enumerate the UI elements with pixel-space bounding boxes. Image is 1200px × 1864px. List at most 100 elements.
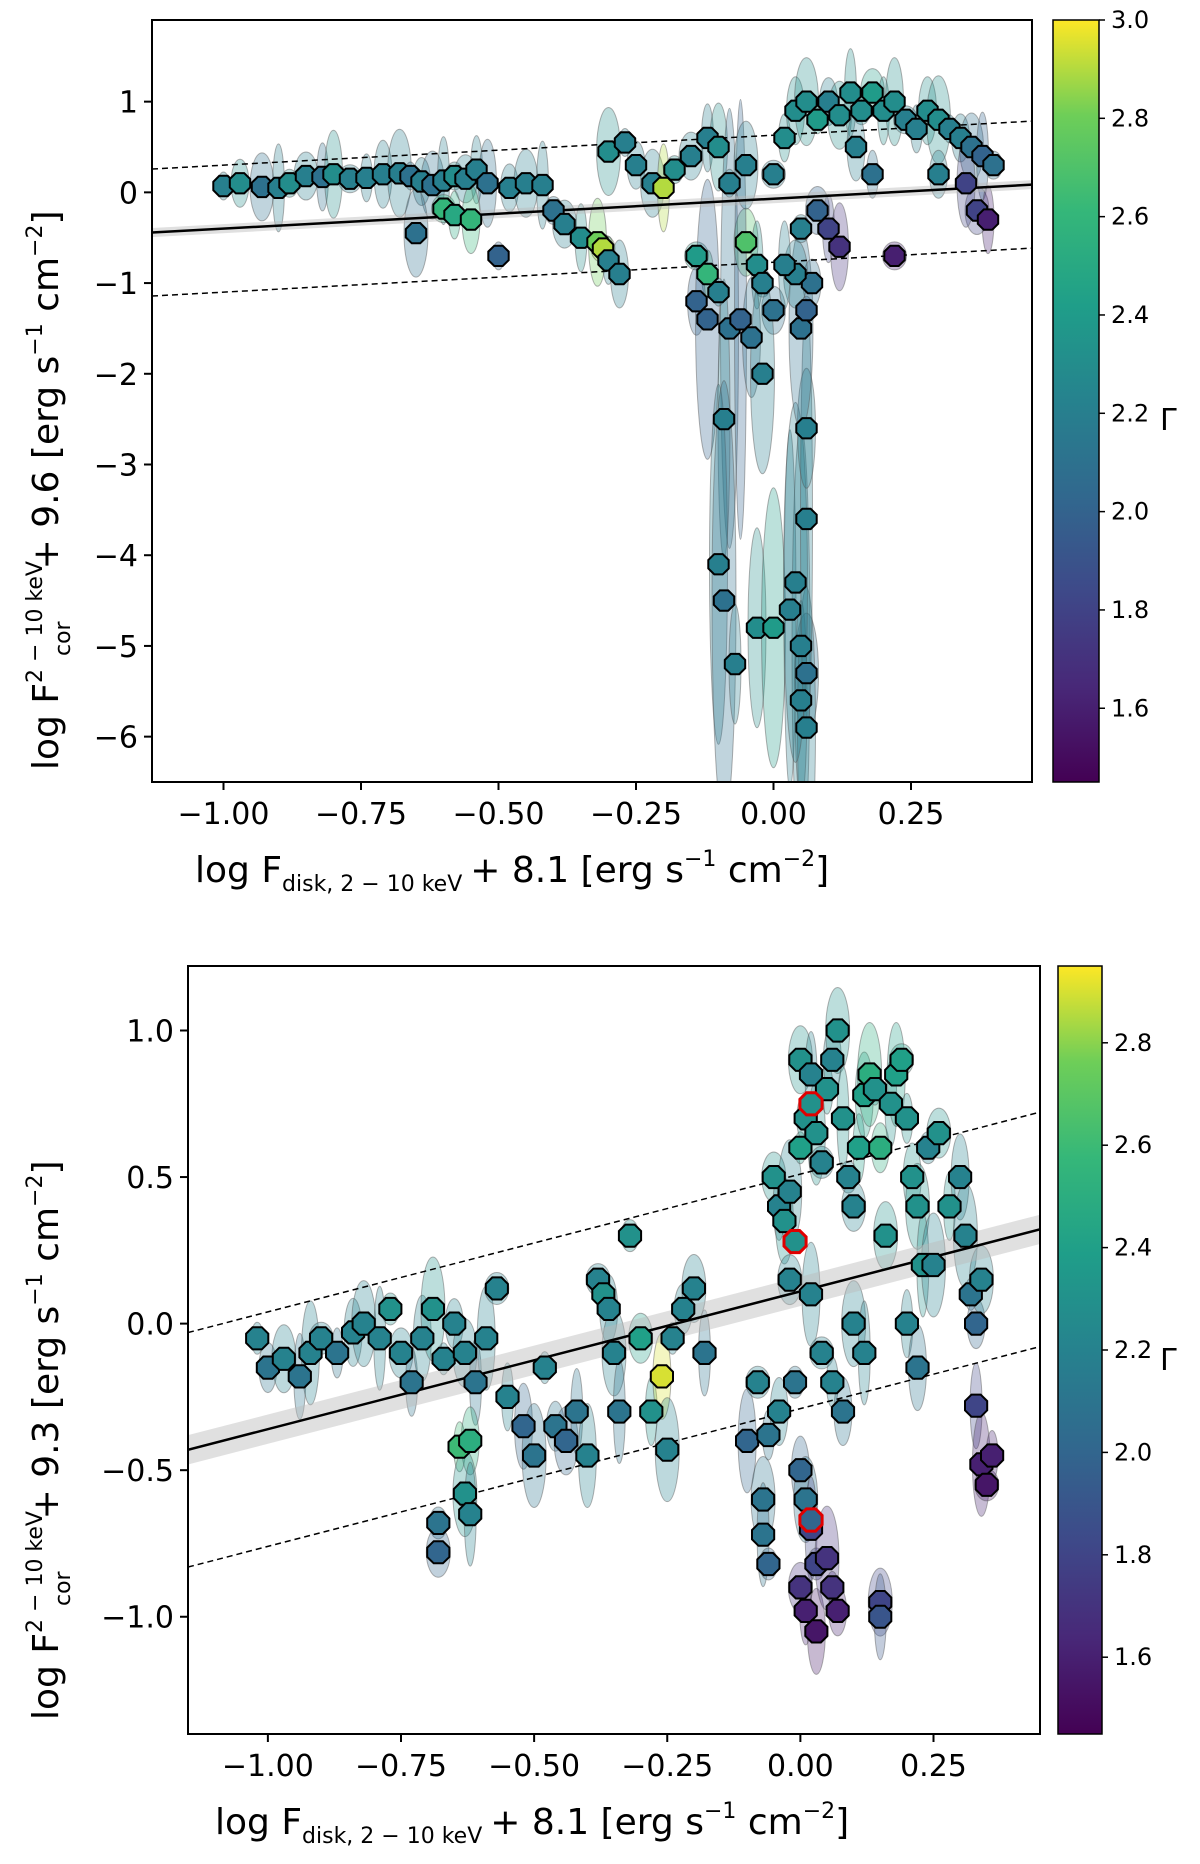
scatter-bound-line <box>188 1345 1040 1568</box>
data-point <box>707 135 730 159</box>
colorbar-tick-label: 1.6 <box>1111 694 1149 722</box>
data-point <box>784 571 807 594</box>
x-tick-label: −1.00 <box>178 797 270 832</box>
data-point <box>814 1546 840 1571</box>
y-tick-label: 0 <box>119 176 138 211</box>
data-point <box>789 217 813 240</box>
data-point <box>751 1522 776 1547</box>
data-point <box>964 1393 989 1418</box>
data-point <box>926 1121 951 1146</box>
data-point <box>806 199 829 222</box>
data-point <box>617 1223 643 1248</box>
data-point <box>773 253 796 277</box>
x-tick-label: −0.25 <box>621 1749 713 1784</box>
x-tick-label: −0.25 <box>590 797 682 832</box>
y-tick-label: −4 <box>94 539 138 574</box>
data-point <box>322 163 345 186</box>
top-x-axis-label: log Fdisk, 2 − 10 keV + 8.1 [erg s−1 cm−2… <box>195 847 829 897</box>
data-point <box>809 1150 834 1175</box>
top-panel: −1.00 −0.75 −0.50 −0.25 0.00 0.25 1 0 −1 −2 −3 −4 −… <box>23 6 1177 897</box>
data-point <box>458 1428 483 1453</box>
data-point <box>830 1106 856 1131</box>
data-point <box>745 1370 770 1395</box>
data-point <box>793 1487 818 1512</box>
colorbar-tick-label: 2.8 <box>1111 104 1149 132</box>
data-point <box>712 408 736 431</box>
data-point <box>841 1194 866 1219</box>
data-point <box>718 172 741 195</box>
colorbar-tick-label: 2.2 <box>1114 1336 1152 1364</box>
data-point <box>287 1364 312 1389</box>
y-tick-label: 0.0 <box>126 1308 174 1343</box>
data-point <box>681 1276 706 1301</box>
bottom-data-points <box>245 1018 1005 1644</box>
data-point <box>245 1326 270 1351</box>
data-point <box>410 1326 435 1351</box>
x-tick-label: −0.50 <box>488 1749 580 1784</box>
data-point <box>861 81 884 104</box>
colorbar-tick-label: 2.8 <box>1114 1029 1152 1057</box>
data-point <box>484 1276 509 1301</box>
data-point <box>795 507 818 531</box>
data-point <box>431 1346 456 1371</box>
top-axes-frame <box>151 19 1033 783</box>
y-tick-label: −1.0 <box>101 1601 174 1636</box>
data-point <box>378 1296 403 1321</box>
data-point <box>814 1077 840 1102</box>
x-tick-label: −1.00 <box>222 1749 314 1784</box>
data-point <box>404 222 428 245</box>
y-tick-label: −2 <box>94 358 138 393</box>
data-point <box>777 1179 802 1204</box>
data-point <box>825 1018 850 1043</box>
data-point <box>671 1296 696 1321</box>
x-tick-label: −0.75 <box>315 797 407 832</box>
data-point <box>937 1194 962 1219</box>
data-point <box>798 1282 824 1307</box>
data-point <box>624 154 648 177</box>
colorbar-tick-label: 2.6 <box>1114 1131 1152 1159</box>
bottom-fit-lines <box>188 1111 1040 1568</box>
data-point <box>828 104 851 127</box>
data-point <box>729 308 752 331</box>
data-point <box>511 1414 536 1439</box>
top-y-ticks: 1 0 −1 −2 −3 −4 −5 −6 <box>94 86 152 756</box>
colorbar-tick-label: 2.0 <box>1111 498 1149 526</box>
data-point <box>873 1223 898 1248</box>
x-tick-label: −0.50 <box>453 797 545 832</box>
data-point <box>685 244 708 267</box>
data-point <box>793 1598 818 1623</box>
data-point <box>564 1399 589 1424</box>
x-tick-label: 0.00 <box>740 797 807 832</box>
data-point <box>804 1619 829 1644</box>
data-point <box>830 1399 856 1424</box>
data-point <box>828 235 851 258</box>
data-point <box>325 1340 350 1365</box>
colorbar-tick-label: 2.2 <box>1111 399 1149 427</box>
colorbar-tick-label: 1.8 <box>1114 1541 1152 1569</box>
data-point <box>900 1165 925 1190</box>
data-point <box>532 1355 557 1380</box>
data-point <box>463 1370 488 1395</box>
data-point <box>889 1047 914 1072</box>
data-point <box>476 172 499 195</box>
data-point <box>850 99 873 122</box>
top-data-points <box>212 81 1005 739</box>
data-point <box>608 262 631 286</box>
data-point <box>723 652 747 676</box>
data-point <box>762 163 785 186</box>
data-point <box>756 1422 781 1448</box>
data-point <box>878 1091 903 1116</box>
data-point <box>804 1121 829 1146</box>
data-point <box>861 163 884 186</box>
data-point <box>825 1598 850 1623</box>
bottom-panel: −1.00 −0.75 −0.50 −0.25 0.00 0.25 1.0 0.5 0.0 −0… <box>23 965 1177 1849</box>
bottom-colorbar-label: Γ <box>1160 1343 1177 1378</box>
data-point <box>762 299 785 322</box>
data-point <box>927 163 950 186</box>
bottom-x-axis-label: log Fdisk, 2 − 10 keV + 8.1 [erg s−1 cm−2… <box>215 1799 849 1849</box>
data-point <box>271 1346 296 1371</box>
data-point <box>883 90 906 113</box>
data-point <box>569 226 593 249</box>
data-point <box>474 1326 499 1351</box>
